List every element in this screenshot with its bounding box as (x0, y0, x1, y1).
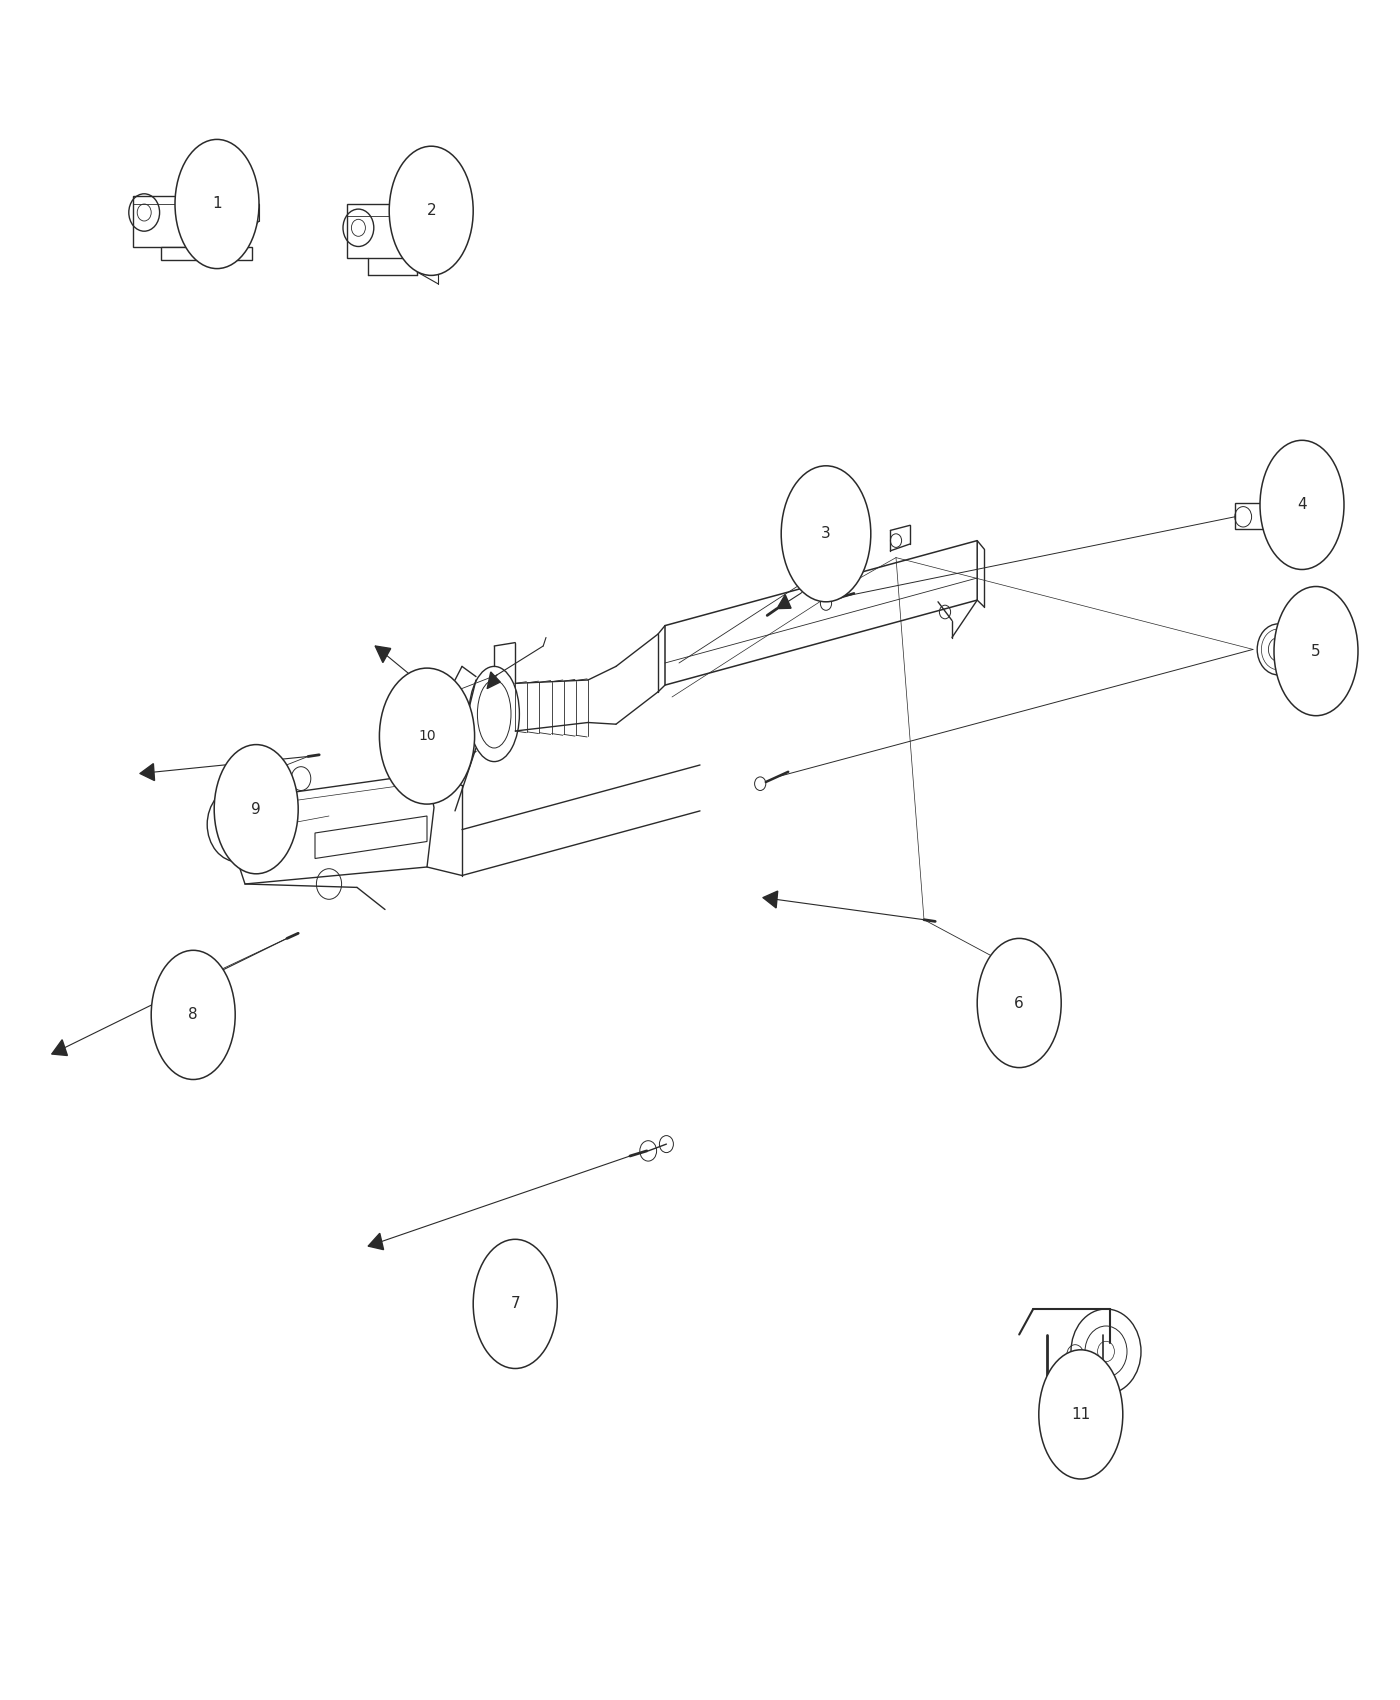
Polygon shape (231, 774, 434, 884)
Text: 8: 8 (189, 1008, 197, 1022)
Ellipse shape (214, 745, 298, 874)
Polygon shape (665, 541, 977, 685)
Text: 1: 1 (213, 197, 221, 211)
Ellipse shape (473, 1239, 557, 1368)
Text: 5: 5 (1312, 644, 1320, 658)
Polygon shape (375, 646, 391, 663)
Polygon shape (487, 672, 500, 688)
Ellipse shape (977, 938, 1061, 1068)
Polygon shape (763, 891, 777, 908)
Ellipse shape (175, 139, 259, 269)
Ellipse shape (1274, 586, 1358, 716)
Text: 10: 10 (419, 729, 435, 743)
Text: 6: 6 (1015, 996, 1023, 1010)
Polygon shape (777, 595, 791, 609)
Polygon shape (1235, 503, 1302, 529)
Text: 11: 11 (1071, 1408, 1091, 1421)
Text: 2: 2 (427, 204, 435, 218)
Text: 3: 3 (822, 527, 830, 541)
Ellipse shape (781, 466, 871, 602)
Ellipse shape (1039, 1350, 1123, 1479)
Ellipse shape (1260, 440, 1344, 570)
Polygon shape (315, 816, 427, 858)
Text: 9: 9 (252, 802, 260, 816)
Ellipse shape (389, 146, 473, 275)
Polygon shape (140, 763, 154, 780)
Polygon shape (52, 1040, 67, 1056)
Polygon shape (368, 1232, 384, 1250)
Text: 7: 7 (511, 1297, 519, 1311)
Polygon shape (347, 204, 462, 258)
Polygon shape (161, 246, 252, 260)
Ellipse shape (379, 668, 475, 804)
Ellipse shape (151, 950, 235, 1080)
Text: 4: 4 (1298, 498, 1306, 512)
Polygon shape (133, 196, 252, 246)
